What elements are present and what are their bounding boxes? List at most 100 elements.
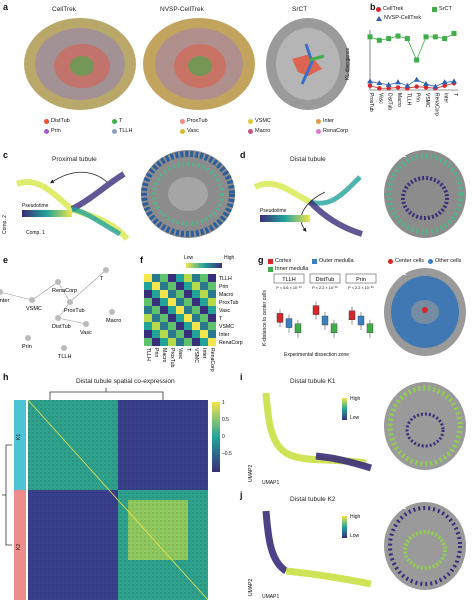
k2-label: K2 [16,543,22,550]
heatmap-cell [160,338,168,346]
heatmap-cell [176,330,184,338]
heatmap-col-label: Vasc [177,348,183,360]
heatmap-row-label: VSMC [219,324,234,330]
umap1-j: UMAP1 [262,594,280,600]
b-tick-label: Macro [396,93,402,107]
heatmap-cell [168,306,176,314]
colocalization-heatmap: TLLHPrinMacroProxTubVascTVSMCInterRenaCo… [144,274,243,372]
heatmap-cell [176,274,184,282]
group-pvalue: P = 5.6 × 10⁻¹³ [276,286,302,290]
heatmap-cell [152,290,160,298]
heatmap-cell [144,298,152,306]
tissue-center-cells [384,268,466,356]
scalebar-j: 1 mm [388,502,406,509]
legend-label: DistTub [51,118,70,124]
cbar-tick-0.5: 0.5 [222,417,229,423]
title-distal: Distal tubule [290,156,326,163]
heatmap-cell [184,322,192,330]
point-nvsp [376,80,383,86]
heatmap-cell [208,298,216,306]
point-celltrek [386,86,391,91]
heatmap-cell [152,282,160,290]
b-tick-label: Prin [415,93,421,102]
umap2-j: UMAP2 [248,578,254,596]
legend-inner: Inner medulla [268,266,308,272]
title-celltrek: CellTrek [52,6,76,13]
panel-label-a: a [3,2,9,12]
point-nvsp [423,81,429,86]
k2-colorbar [342,516,347,538]
pseudotime-label-d: Pseudotime [260,208,287,214]
umap2-i: UMAP2 [248,464,254,482]
tissue-k1 [384,382,466,470]
b-tick-label: RenaCorp [433,93,439,116]
k1-low: Low [350,415,360,421]
heatmap-cell [208,282,216,290]
coexpression-row-dendrogram [2,444,12,546]
group-label: TLLH [282,277,295,283]
heatmap-cell [160,298,168,306]
b-tick-label: DistTub [387,93,393,110]
heatmap-row-label: TLLH [219,276,232,282]
panel-label-g: g [258,255,264,265]
heatmap-cell [184,306,192,314]
heatmap-cell [192,274,200,282]
series-line-nvsp-celltrek [369,79,455,87]
network-node-label: T [100,276,104,282]
heatmap-cell [144,314,152,322]
heatmap-cell [144,274,152,282]
heatmap-row-label: T [219,316,223,322]
pseudotime-colorbar-d [260,215,310,222]
panel-label-i: i [240,372,243,382]
network-node [103,267,109,273]
cbar-tick-neg0.5: –0.5 [222,451,232,457]
legend-celltype-renacorp: RenaCorp [316,128,348,134]
heatmap-cell [208,290,216,298]
heatmap-cell [144,306,152,314]
legend-swatch [44,118,49,124]
box-cortex [276,313,284,323]
point-srct [451,30,457,36]
legend-label: Prin [51,128,61,134]
heatmap-col-label: Macro [161,348,167,363]
scalebar-a2: 1 mm [146,16,168,23]
heatmap-cell [152,314,160,322]
legend-label: RenaCorp [323,128,349,134]
heatmap-cell [144,338,152,346]
heatmap-cell [176,306,184,314]
heatmap-cell [168,298,176,306]
heatmap-cell [176,338,184,346]
network-edge [0,291,33,301]
legend-celltype-macro: Macro [248,128,270,134]
network-node-label: RenaCorp [52,288,77,294]
title-k1: Distal tubule K1 [290,378,336,385]
heatmap-cell [160,306,168,314]
umap1-i: UMAP1 [262,480,280,486]
b-tick-label: ProxTub [368,93,374,112]
heatmap-cell [200,282,208,290]
heatmap-col-label: VSMC [193,348,199,363]
heatmap-cell [184,282,192,290]
group-header [273,273,305,284]
legend-swatch [112,128,117,134]
title-k2: Distal tubule K2 [290,496,336,503]
panel-label-c: c [3,150,9,160]
tissue-map-nvsp [143,18,255,110]
network-edge [31,281,59,301]
heatmap-cell [152,274,160,282]
network-node-label: DistTub [52,324,71,330]
legend-swatch [112,118,117,124]
group-label: Prin [356,277,366,283]
heatmap-cell [184,330,192,338]
heatmap-cell [176,314,184,322]
point-srct [423,34,429,40]
legend-celltype-inter: Inter [316,118,334,124]
heatmap-cell [208,338,216,346]
heatmap-cell [176,298,184,306]
legend-celltype-disttub: DistTub [44,118,70,124]
point-celltrek [414,84,419,89]
network-edge [57,317,87,325]
heatmap-cell [160,330,168,338]
heatmap-row-label: Inter [219,332,230,338]
heatmap-cell [200,298,208,306]
